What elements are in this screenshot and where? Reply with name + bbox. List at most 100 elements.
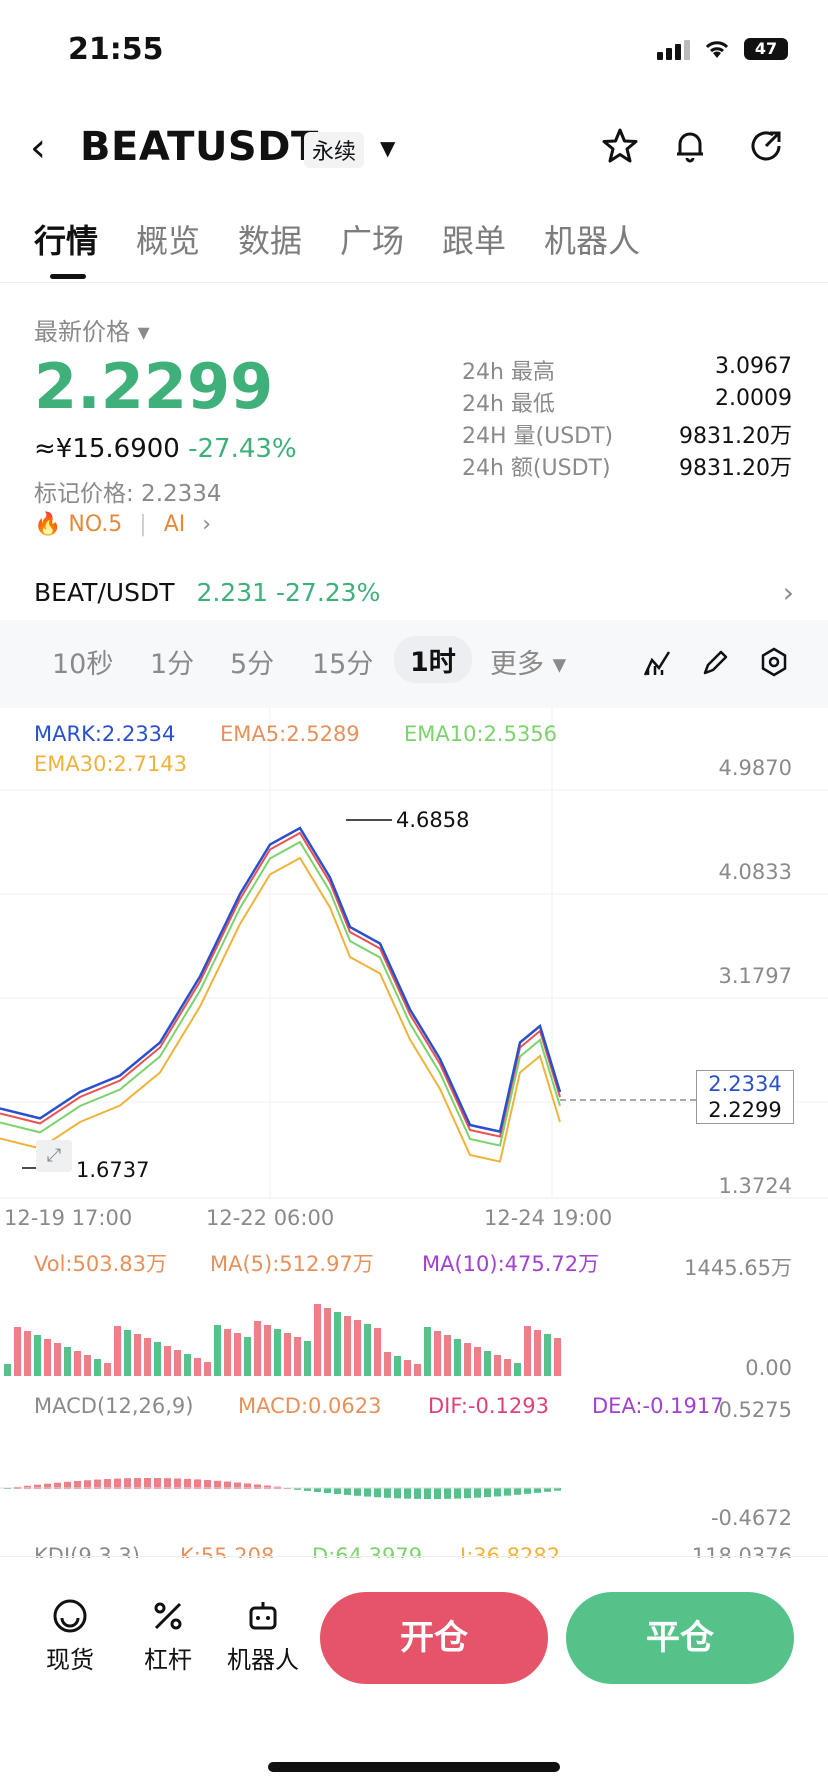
stats-panel: 24h 最高 3.0967 24h 最低 2.0009 24H 量(USDT) 983… <box>462 354 792 481</box>
rank-badge[interactable]: 🔥 NO.5 | AI › <box>34 512 212 537</box>
bot-nav[interactable]: 机器人 <box>220 1596 306 1675</box>
wifi-icon <box>705 41 729 58</box>
macd-bar <box>134 1478 141 1489</box>
macd-dea: DEA:-0.1917 <box>592 1394 724 1418</box>
chart-area[interactable]: MARK:2.2334 EMA5:2.5289 EMA10:2.5356 EMA… <box>0 708 828 1558</box>
mark-line <box>0 826 562 1134</box>
back-icon[interactable]: ‹ <box>30 125 46 171</box>
volume-bar <box>244 1337 251 1376</box>
price-cny: ≈¥15.6900 -27.43% <box>34 434 297 464</box>
macd-bar <box>214 1480 221 1489</box>
macd-bar <box>524 1488 531 1494</box>
legend-mark: MARK:2.2334 <box>34 722 176 746</box>
macd-bar <box>84 1480 91 1489</box>
spot-nav[interactable]: 现货 <box>40 1596 100 1675</box>
macd-bar <box>204 1480 211 1489</box>
chevron-right-icon: › <box>782 576 794 609</box>
volume-bar <box>64 1347 71 1376</box>
tab-copy-trade[interactable]: 跟单 <box>442 222 507 260</box>
tab-data[interactable]: 数据 <box>238 222 303 260</box>
status-icons: 47 <box>657 38 788 60</box>
current-price-box: 2.2334 2.2299 <box>696 1070 794 1124</box>
open-position-button[interactable]: 开仓 <box>320 1592 548 1684</box>
volume-bar <box>434 1331 441 1376</box>
macd-bar <box>454 1488 461 1499</box>
macd-bar <box>254 1484 261 1489</box>
volume-bar <box>294 1337 301 1376</box>
vol-ma10: MA(10):475.72万 <box>422 1252 600 1276</box>
volume-bar <box>24 1331 31 1376</box>
chevron-down-icon[interactable]: ▼ <box>380 136 396 160</box>
battery-icon: 47 <box>744 38 788 60</box>
interval-1h[interactable]: 1时 <box>394 636 472 683</box>
price-chart[interactable] <box>0 708 828 1558</box>
macd-bar <box>94 1479 101 1489</box>
bell-icon[interactable] <box>670 126 710 166</box>
volume-bar <box>264 1325 271 1376</box>
volume-bar <box>384 1352 391 1376</box>
volume-bar <box>424 1327 431 1376</box>
volume-bar <box>304 1341 311 1376</box>
expand-icon[interactable]: ⤢ <box>36 1140 72 1172</box>
kdj-max: 118.0376 <box>691 1544 792 1558</box>
interval-more[interactable]: 更多 ▾ <box>490 649 567 680</box>
settings-icon[interactable] <box>758 646 790 678</box>
volume-bar <box>514 1363 521 1376</box>
y-tick: 4.9870 <box>718 756 792 780</box>
macd-bar <box>44 1483 51 1489</box>
interval-15m[interactable]: 15分 <box>312 649 374 680</box>
volume-bar <box>254 1321 261 1376</box>
high-label: 4.6858 <box>396 808 470 832</box>
volume-bar <box>284 1333 291 1376</box>
macd-bar <box>374 1488 381 1498</box>
spot-pair-row[interactable]: BEAT/USDT 2.231 -27.23% › <box>34 576 794 609</box>
indicator-icon[interactable] <box>642 648 672 678</box>
interval-10s[interactable]: 10秒 <box>52 649 114 680</box>
macd-bar <box>394 1488 401 1499</box>
star-icon[interactable] <box>600 126 640 166</box>
volume-bar <box>364 1324 371 1376</box>
volume-bar <box>374 1328 381 1376</box>
macd-bar <box>194 1479 201 1489</box>
interval-5m[interactable]: 5分 <box>230 649 275 680</box>
tab-square[interactable]: 广场 <box>340 222 405 260</box>
macd-value: MACD:0.0623 <box>238 1394 382 1418</box>
legend-ema10: EMA10:2.5356 <box>404 722 558 746</box>
vol-max: 1445.65万 <box>684 1256 792 1280</box>
tab-overview[interactable]: 概览 <box>136 222 201 260</box>
macd-bar <box>34 1484 41 1489</box>
volume-bar <box>454 1339 461 1376</box>
price-label[interactable]: 最新价格 ▾ <box>34 318 150 346</box>
share-icon[interactable] <box>746 126 786 166</box>
ai-label[interactable]: AI <box>163 512 186 537</box>
volume-bar <box>344 1316 351 1376</box>
macd-max: 0.5275 <box>718 1398 792 1422</box>
volume-bar <box>404 1360 411 1376</box>
spot-icon <box>53 1599 87 1633</box>
close-position-button[interactable]: 平仓 <box>566 1592 794 1684</box>
bottom-divider <box>0 1556 828 1557</box>
volume-bar <box>354 1320 361 1376</box>
macd-bar <box>144 1478 151 1489</box>
y-tick: 1.3724 <box>718 1174 792 1198</box>
macd-bar <box>344 1488 351 1495</box>
macd-bar <box>294 1488 301 1490</box>
volume-bar <box>274 1329 281 1376</box>
leverage-nav[interactable]: 杠杆 <box>138 1596 198 1675</box>
macd-bar <box>64 1481 71 1489</box>
macd-bar <box>384 1488 391 1498</box>
tab-market[interactable]: 行情 <box>34 222 99 260</box>
contract-type-badge[interactable]: 永续 <box>304 132 365 168</box>
volume-bar <box>84 1355 91 1376</box>
tab-bots[interactable]: 机器人 <box>544 222 641 260</box>
macd-bar <box>124 1478 131 1489</box>
symbol-title[interactable]: BEATUSDT <box>80 124 319 170</box>
y-tick: 3.1797 <box>718 964 792 988</box>
macd-title: MACD(12,26,9) <box>34 1394 194 1418</box>
macd-bar <box>544 1488 551 1492</box>
draw-icon[interactable] <box>700 648 730 678</box>
volume-bar <box>224 1329 231 1376</box>
volume-bar <box>394 1356 401 1376</box>
macd-bar <box>314 1488 321 1492</box>
interval-1m[interactable]: 1分 <box>150 649 195 680</box>
